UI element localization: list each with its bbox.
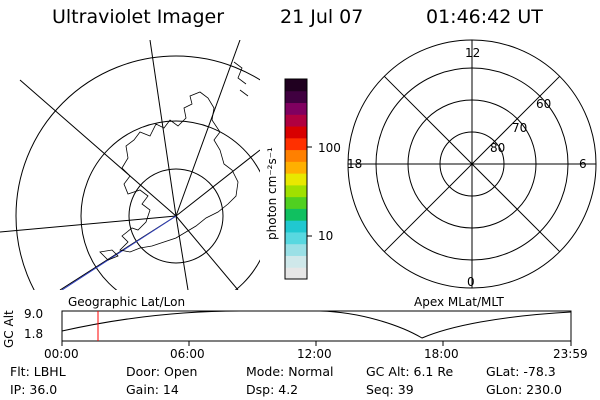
mlat-label-80: 80 xyxy=(490,141,506,155)
geographic-map xyxy=(0,40,260,290)
colorbar-label-100: 100 xyxy=(318,141,341,155)
colorbar-segment xyxy=(285,90,307,104)
satellite-track xyxy=(61,215,177,290)
info-glon: GLon: 230.0 xyxy=(486,382,562,397)
right-panel-label: Apex MLat/MLT xyxy=(414,295,504,309)
info-glat: GLat: -78.3 xyxy=(486,364,556,379)
mlt-label-bottom: 0 xyxy=(467,275,475,289)
info-mode: Mode: Normal xyxy=(246,364,334,379)
geo-meridian xyxy=(175,40,241,217)
mlat-label-60: 60 xyxy=(536,97,552,111)
colorbar-segment xyxy=(285,267,307,280)
colorbar-segment xyxy=(285,243,307,256)
geo-meridian xyxy=(175,215,239,290)
colorbar-segment xyxy=(285,79,307,92)
magnetic-polar-grid xyxy=(347,39,597,289)
coastline-island xyxy=(99,249,119,261)
geo-meridian xyxy=(0,215,177,233)
colorbar-segment xyxy=(285,161,307,174)
geo-meridian xyxy=(149,40,177,217)
info-door: Door: Open xyxy=(126,364,198,379)
altitude-timeline xyxy=(61,310,572,346)
mlt-label-right: 6 xyxy=(579,157,587,171)
info-gain: Gain: 14 xyxy=(126,382,179,397)
colorbar-segment xyxy=(285,231,307,245)
info-ip: IP: 36.0 xyxy=(10,382,58,397)
mlt-label-left: 18 xyxy=(347,157,363,171)
colorbar-segment xyxy=(285,196,307,209)
colorbar-frame xyxy=(284,78,308,280)
timeline-tick-2: 12:00 xyxy=(297,347,332,361)
colorbar-label-10: 10 xyxy=(318,229,334,243)
geo-lat-circle-inner xyxy=(128,168,224,264)
time-label: 01:46:42 UT xyxy=(426,6,543,28)
geo-lat-circle-outer xyxy=(15,55,260,290)
colorbar-segment xyxy=(285,173,307,186)
timeline-y-label: GC Alt xyxy=(2,310,16,348)
timeline-tick-1: 06:00 xyxy=(170,347,205,361)
colorbar-segment xyxy=(285,137,307,151)
coastline xyxy=(119,91,239,253)
timeline-tick-3: 18:00 xyxy=(424,347,459,361)
colorbar-segment xyxy=(285,149,307,162)
gc-altitude-curve xyxy=(61,310,572,339)
colorbar-segment xyxy=(285,220,307,233)
timeline-tick-0: 00:00 xyxy=(44,347,79,361)
coastline-fragment xyxy=(233,61,249,97)
geo-lat-circle-mid xyxy=(80,120,260,290)
info-dsp: Dsp: 4.2 xyxy=(246,382,299,397)
colorbar-segment xyxy=(285,255,307,268)
geo-meridian xyxy=(19,79,177,217)
mlat-label-70: 70 xyxy=(512,121,528,135)
geo-meridian xyxy=(175,215,189,290)
colorbar-segment xyxy=(285,114,307,127)
left-panel-label: Geographic Lat/Lon xyxy=(68,295,186,309)
timeline-y-bottom: 1.8 xyxy=(24,327,44,341)
colorbar-segment xyxy=(285,102,307,115)
timeline-frame xyxy=(61,310,572,342)
colorbar-segment xyxy=(285,126,307,139)
colorbar-segment xyxy=(285,208,307,221)
timeline-tick-4: 23:59 xyxy=(553,347,588,361)
date-label: 21 Jul 07 xyxy=(280,6,364,28)
info-gc-alt: GC Alt: 6.1 Re xyxy=(366,364,454,379)
timeline-y-top: 9.0 xyxy=(24,307,44,321)
info-flt: Flt: LBHL xyxy=(10,364,66,379)
colorbar xyxy=(285,79,307,280)
colorbar-segment xyxy=(285,184,307,198)
mlt-label-top: 12 xyxy=(465,46,481,60)
mlt-diagonal xyxy=(383,75,561,253)
info-seq: Seq: 39 xyxy=(366,382,414,397)
colorbar-unit-label: photon cm⁻²s⁻¹ xyxy=(265,147,279,240)
geo-meridian xyxy=(175,149,260,217)
instrument-title: Ultraviolet Imager xyxy=(52,6,225,28)
